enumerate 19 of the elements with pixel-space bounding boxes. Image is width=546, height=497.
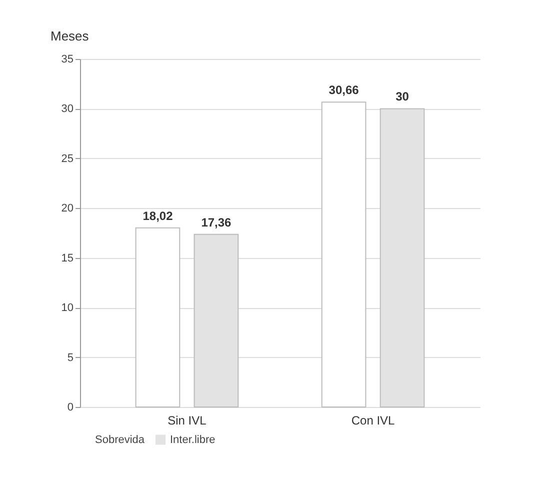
bar xyxy=(135,227,180,408)
x-tick-label: Con IVL xyxy=(351,414,396,428)
legend-label: Inter.libre xyxy=(170,434,216,446)
data-label: 30 xyxy=(396,90,410,104)
y-tick-label: 10 xyxy=(61,302,74,314)
bar xyxy=(321,102,366,408)
data-label: 17,36 xyxy=(201,215,232,230)
y-tick-label: 20 xyxy=(61,202,74,215)
y-axis-title: Meses xyxy=(50,28,90,44)
y-tick-label: 15 xyxy=(61,252,74,264)
data-label: 30,66 xyxy=(328,83,360,98)
y-tick-label: 0 xyxy=(67,402,74,414)
y-tick-label: 5 xyxy=(67,352,74,364)
y-tick-label: 30 xyxy=(61,103,74,116)
y-tick-label: 35 xyxy=(61,54,74,66)
y-tick-label: 25 xyxy=(61,152,74,165)
data-label: 18,02 xyxy=(142,208,174,223)
x-tick-label: Sin IVL xyxy=(168,414,207,428)
text: Sobrevida xyxy=(95,434,146,446)
